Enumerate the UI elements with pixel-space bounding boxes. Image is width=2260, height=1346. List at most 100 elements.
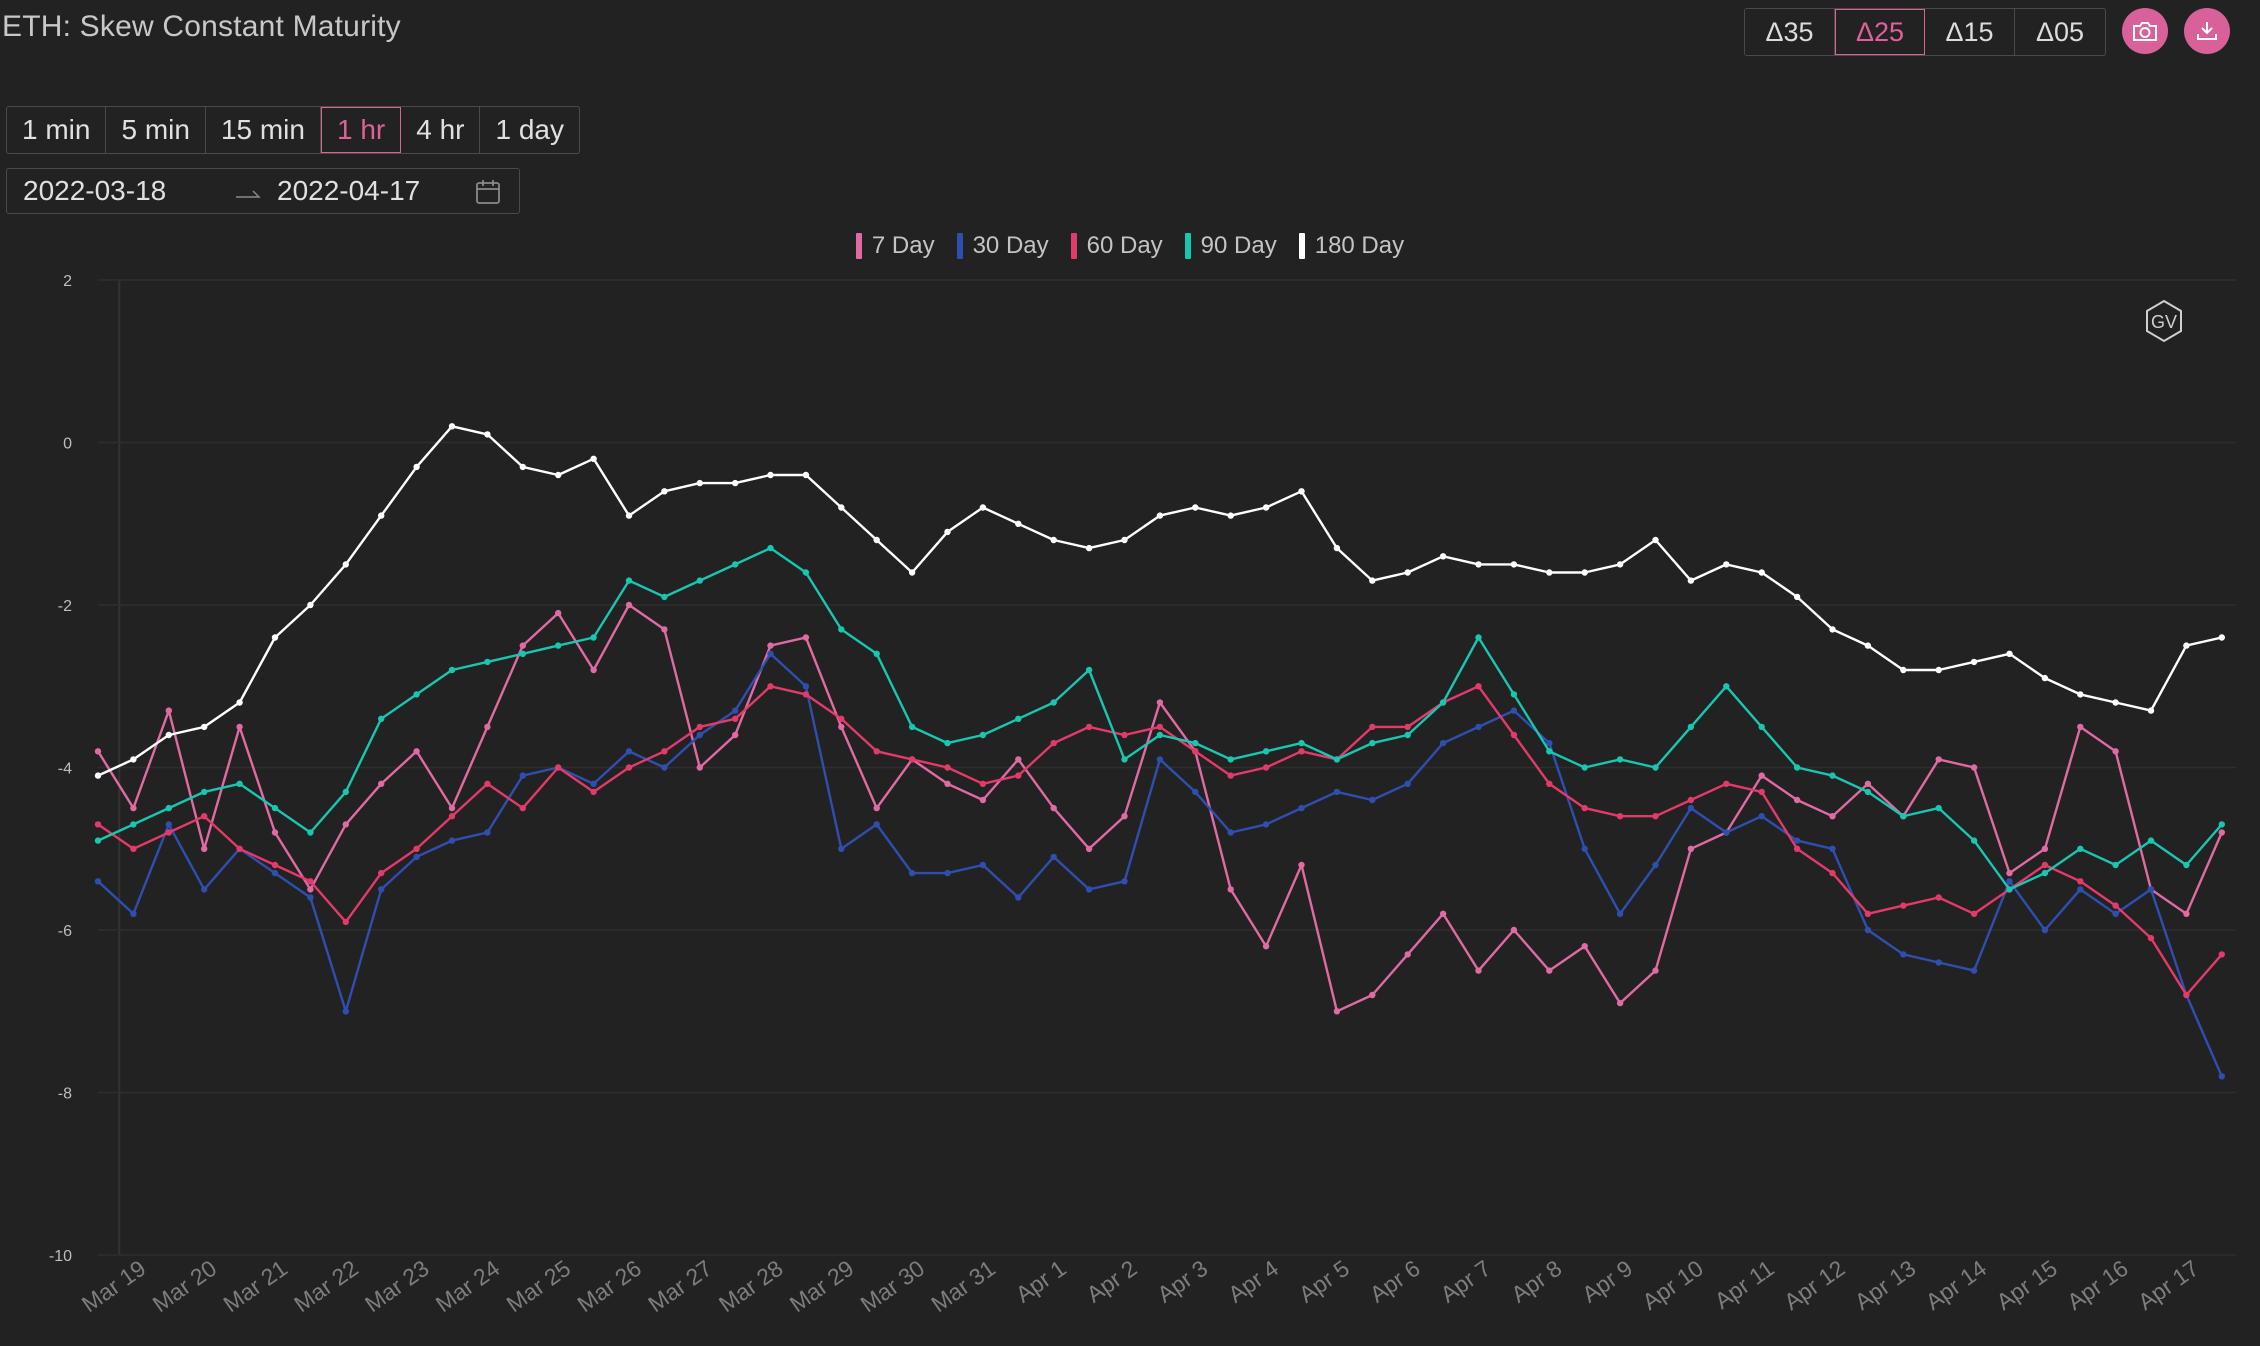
data-point-7-day [1687,845,1695,852]
data-point-90-day [696,577,703,584]
data-point-60-day [908,756,916,763]
data-point-180-day [1510,561,1518,568]
timeframe-1hr-button[interactable]: 1 hr [320,107,402,153]
data-point-7-day [1404,951,1411,958]
x-tick-label: Apr 16 [2062,1255,2132,1315]
data-point-60-day [378,869,385,877]
data-point-180-day [1581,569,1588,576]
delta-15-button[interactable]: Δ15 [1925,9,2015,55]
calendar-icon[interactable] [475,179,501,205]
data-point-180-day [1192,504,1199,511]
data-point-30-day [271,869,279,877]
data-point-90-day [378,715,385,722]
data-point-180-day [908,569,916,576]
x-tick-label: Mar 21 [218,1255,292,1317]
data-point-90-day [767,544,774,552]
data-point-60-day [696,723,703,731]
data-point-90-day [2112,861,2119,869]
data-point-30-day [2077,886,2084,893]
date-range-picker[interactable]: 2022-03-18 2022-04-17 [6,168,520,214]
data-point-60-day [625,764,633,771]
data-point-60-day [201,813,208,820]
data-point-30-day [2218,1073,2225,1080]
data-point-60-day [838,715,845,722]
legend-swatch [1184,233,1191,259]
data-point-30-day [1935,959,1942,966]
data-point-30-day [873,821,880,828]
data-point-7-day [590,666,597,674]
data-point-180-day [2147,707,2155,714]
delta-25-button[interactable]: Δ25 [1835,9,1925,55]
download-button[interactable] [2184,8,2230,54]
data-point-180-day [1369,577,1376,584]
x-tick-label: Apr 1 [1011,1255,1071,1308]
data-point-30-day [378,886,385,893]
data-point-30-day [201,886,208,893]
data-point-30-day [1864,926,1872,934]
timeframe-15min-button[interactable]: 15 min [206,107,321,153]
data-point-180-day [802,471,810,479]
start-date-input[interactable]: 2022-03-18 [23,175,167,206]
data-point-7-day [165,707,172,714]
data-point-30-day [1156,756,1164,763]
x-tick-label: Apr 6 [1365,1255,1425,1308]
legend-item-90-day[interactable]: 90 Day [1184,232,1277,260]
end-date-input[interactable]: 2022-04-17 [277,175,421,206]
data-point-7-day [201,845,208,852]
timeframe-1min-button[interactable]: 1 min [7,107,107,153]
data-point-60-day [236,845,243,852]
data-point-90-day [802,569,810,576]
data-point-90-day [661,593,668,601]
y-tick-label: -2 [58,598,72,615]
x-tick-label: Apr 7 [1436,1255,1496,1308]
data-point-90-day [236,780,243,787]
data-point-60-day [944,764,951,771]
data-point-7-day [767,642,774,649]
x-tick-label: Mar 26 [572,1255,646,1317]
delta-35-button[interactable]: Δ35 [1745,9,1835,55]
data-point-60-day [484,780,491,787]
legend-item-7-day[interactable]: 7 Day [855,232,935,260]
data-point-60-day [2077,878,2084,885]
data-point-7-day [1085,845,1093,852]
data-point-60-day [1864,910,1872,917]
data-point-7-day [1227,886,1234,893]
data-point-60-day [555,764,562,771]
data-point-7-day [236,723,243,731]
data-point-7-day [1015,756,1022,763]
legend-item-180-day[interactable]: 180 Day [1298,232,1404,260]
x-tick-label: Mar 22 [289,1255,363,1317]
data-point-90-day [944,739,951,747]
delta-05-button[interactable]: Δ05 [2035,16,2085,47]
timeframe-4hr-button[interactable]: 4 hr [401,107,481,153]
data-point-30-day [1121,878,1128,885]
legend-swatch [956,233,963,259]
data-point-30-day [944,869,951,877]
timeframe-1day-button[interactable]: 1 day [495,114,564,145]
data-point-7-day [1581,943,1588,950]
legend-swatch [1070,233,1077,259]
x-tick-label: Mar 27 [643,1255,717,1317]
data-point-180-day [236,699,243,706]
legend-item-60-day[interactable]: 60 Day [1070,232,1163,260]
data-point-180-day [1687,577,1695,584]
data-point-30-day [1616,910,1624,917]
data-point-90-day [2218,821,2225,828]
data-point-7-day [1298,861,1305,869]
screenshot-button[interactable] [2122,8,2168,54]
data-point-180-day [1333,544,1341,552]
data-point-7-day [555,609,562,617]
legend-item-30-day[interactable]: 30 Day [956,232,1049,260]
data-point-60-day [1475,683,1482,690]
data-point-180-day [307,601,314,609]
data-point-180-day [1723,561,1730,568]
data-point-180-day [590,455,597,462]
x-tick-label: Mar 29 [785,1255,859,1317]
data-point-180-day [1085,544,1093,552]
data-point-60-day [2112,902,2119,909]
data-point-180-day [661,488,668,495]
data-point-90-day [1475,634,1482,641]
timeframe-5min-button[interactable]: 5 min [106,107,206,153]
x-tick-label: Apr 14 [1921,1255,1992,1315]
data-point-90-day [555,642,562,649]
